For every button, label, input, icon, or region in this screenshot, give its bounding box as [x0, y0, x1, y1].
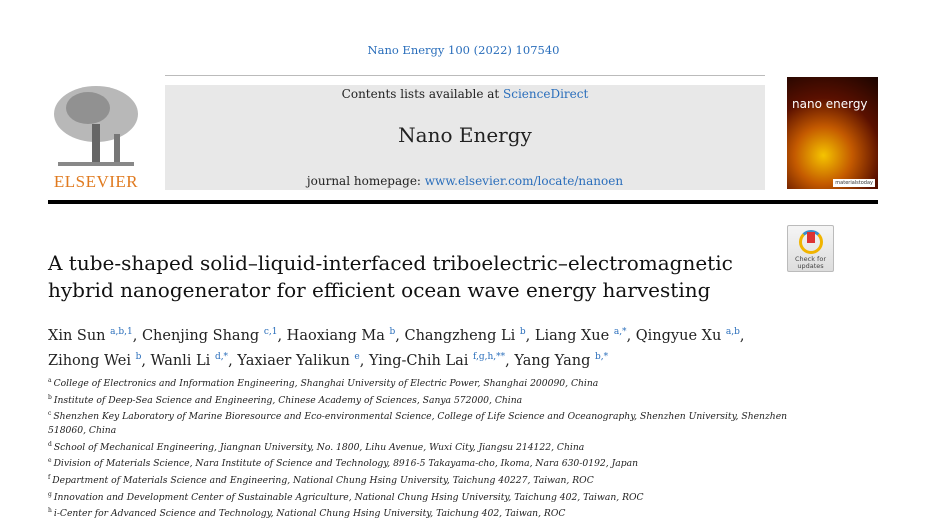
affiliation-text: College of Electronics and Information E… [53, 378, 599, 390]
elsevier-logo: ELSEVIER [48, 84, 144, 192]
affiliation: g Innovation and Development Center of Su… [48, 488, 788, 505]
author[interactable]: Liang Xue a,* [534, 327, 627, 344]
affiliation-text: School of Mechanical Engineering, Jiangn… [53, 441, 585, 453]
affiliation: h i-Center for Advanced Science and Techn… [48, 504, 788, 521]
affiliation-text: Division of Materials Science, Nara Inst… [53, 458, 639, 470]
author[interactable]: Xin Sun a,b,1 [48, 327, 133, 344]
author-name: Zihong Wei [48, 352, 131, 369]
author-affiliation-marks[interactable]: a,b,1 [110, 327, 133, 337]
author-affiliation-marks[interactable]: f,g,h,** [472, 351, 506, 362]
author-affiliation-marks[interactable]: b [519, 327, 526, 337]
journal-reference-link[interactable]: Nano Energy 100 (2022) 107540 [367, 43, 560, 57]
author-affiliation-marks[interactable]: b [135, 351, 142, 362]
affiliation: b Institute of Deep-Sea Science and Engin… [48, 391, 788, 408]
journal-cover-image[interactable]: nano energy materialstoday [787, 77, 878, 189]
check-updates-label: Check for updates [795, 255, 826, 270]
author-affiliation-marks[interactable]: e [354, 351, 360, 362]
author[interactable]: Wanli Li d,* [150, 351, 229, 369]
affiliation-key: f [48, 473, 51, 481]
affiliation: a College of Electronics and Information … [48, 374, 788, 391]
author[interactable]: Changzheng Li b [404, 327, 526, 344]
author-list: Xin Sun a,b,1, Chenjing Shang c,1, Haoxi… [48, 327, 745, 369]
author[interactable]: Yang Yang b,* [514, 351, 609, 369]
author-name: Qingyue Xu [635, 327, 722, 344]
crossmark-icon [798, 230, 823, 254]
contents-prefix: Contents lists available at [341, 87, 504, 101]
author-affiliation-marks[interactable]: d,* [214, 351, 229, 362]
homepage-line: journal homepage: www.elsevier.com/locat… [165, 174, 765, 188]
affiliation-key: a [48, 377, 52, 384]
author-name: Wanli Li [150, 352, 211, 369]
author[interactable]: Qingyue Xu a,b [635, 327, 740, 344]
author-affiliation-marks[interactable]: a,* [613, 327, 627, 337]
tree-icon [54, 86, 138, 166]
author[interactable]: Haoxiang Ma b [286, 327, 396, 344]
affiliation-text: Institute of Deep-Sea Science and Engine… [53, 394, 523, 406]
journal-name: Nano Energy [398, 123, 532, 147]
affiliation-text: Shenzhen Key Laboratory of Marine Biores… [48, 411, 788, 436]
affiliation-key: h [48, 507, 52, 515]
author[interactable]: Ying-Chih Lai f,g,h,** [368, 351, 506, 369]
author[interactable]: Yaxiaer Yalikun e [237, 351, 360, 369]
author-name: Changzheng Li [404, 327, 516, 344]
author-affiliation-marks[interactable]: a,b [725, 327, 740, 337]
author-affiliation-marks[interactable]: b,* [595, 351, 609, 362]
affiliation: e Division of Materials Science, Nara Ins… [48, 454, 788, 471]
author-name: Haoxiang Ma [286, 327, 385, 344]
article-title: A tube-shaped solid–liquid-interfaced tr… [48, 251, 733, 302]
affiliation: f Department of Materials Science and Eng… [48, 471, 788, 488]
author-name: Liang Xue [534, 327, 610, 344]
header-rule [48, 200, 878, 204]
affiliation: d School of Mechanical Engineering, Jiang… [48, 438, 788, 455]
author-name: Chenjing Shang [141, 327, 260, 344]
logo-text: ELSEVIER [53, 172, 139, 191]
author-affiliation-marks[interactable]: b [389, 327, 396, 337]
affiliation-key: c [48, 410, 52, 418]
affiliation-key: g [48, 490, 52, 498]
journal-header-box: Contents lists available at ScienceDirec… [165, 85, 765, 190]
affiliation-text: i-Center for Advanced Science and Techno… [53, 508, 566, 520]
author-name: Xin Sun [48, 327, 106, 344]
affiliation-text: Department of Materials Science and Engi… [52, 474, 594, 486]
cover-badge: materialstoday [833, 179, 875, 187]
affiliation-key: e [48, 457, 52, 465]
affiliation-key: b [48, 393, 52, 401]
affiliation-list: a College of Electronics and Information … [48, 374, 788, 521]
homepage-link[interactable]: www.elsevier.com/locate/nanoen [424, 174, 624, 188]
author-affiliation-marks[interactable]: c,1 [263, 327, 278, 337]
affiliation: c Shenzhen Key Laboratory of Marine Biore… [48, 407, 788, 437]
affiliation-key: d [48, 440, 52, 448]
sciencedirect-link[interactable]: ScienceDirect [503, 87, 589, 101]
homepage-prefix: journal homepage: [306, 174, 425, 188]
affiliation-text: Innovation and Development Center of Sus… [53, 491, 644, 503]
divider [165, 75, 765, 76]
author-name: Yaxiaer Yalikun [237, 352, 350, 369]
author[interactable]: Chenjing Shang c,1 [141, 327, 278, 344]
author-name: Yang Yang [514, 352, 591, 369]
cover-title: nano energy [792, 97, 868, 111]
author-name: Ying-Chih Lai [368, 352, 469, 369]
check-for-updates-button[interactable]: Check for updates [787, 225, 834, 272]
contents-line: Contents lists available at ScienceDirec… [165, 87, 765, 101]
author[interactable]: Zihong Wei b [48, 351, 142, 369]
